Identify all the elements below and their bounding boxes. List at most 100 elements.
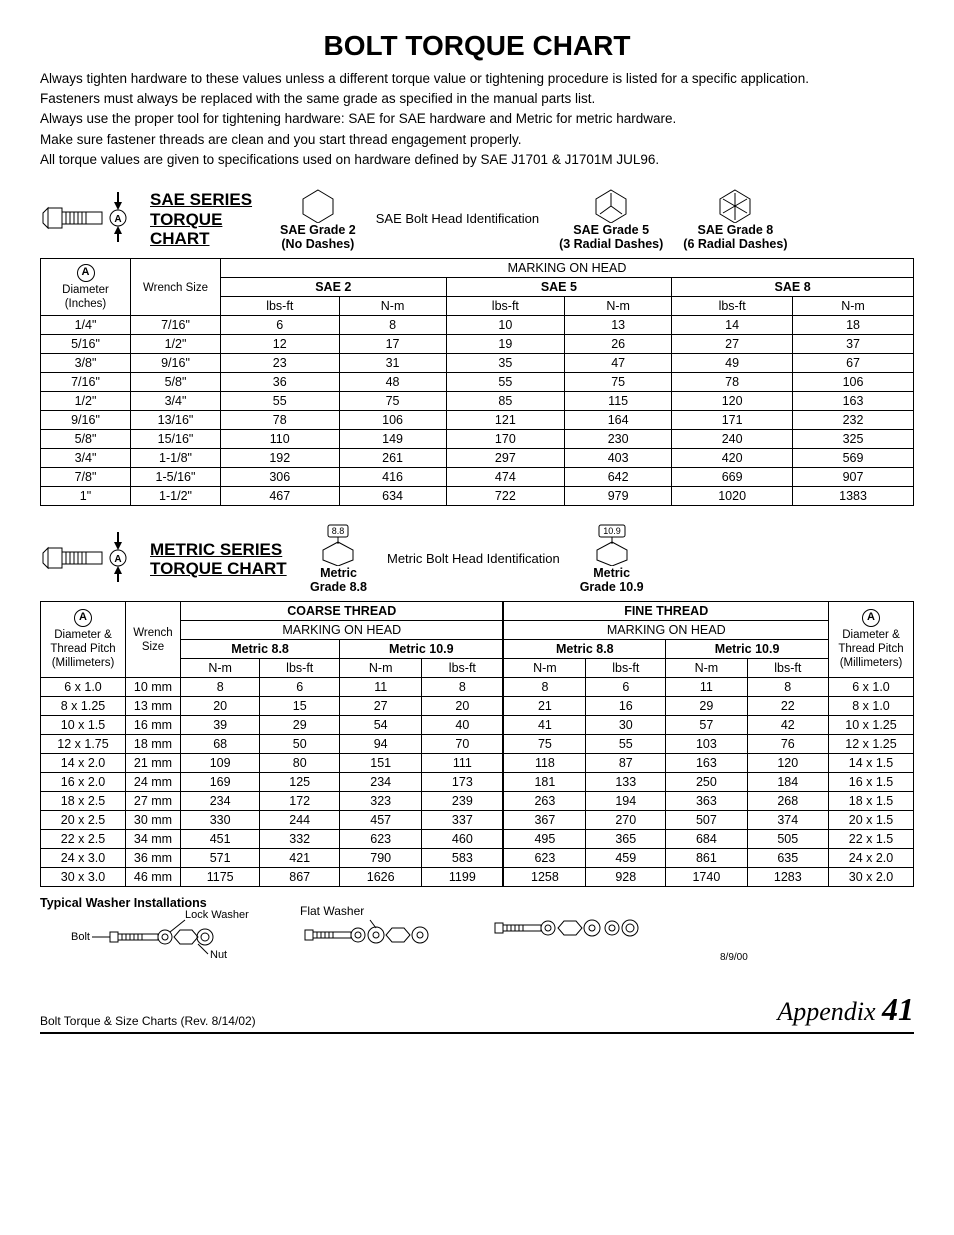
cell: 55 — [221, 391, 340, 410]
cell: 11 — [340, 677, 422, 696]
cell: 23 — [221, 353, 340, 372]
cell: 467 — [221, 486, 340, 505]
cell: 10 x 1.25 — [829, 715, 914, 734]
svg-text:A: A — [114, 214, 121, 225]
cell: 13 — [565, 315, 672, 334]
cell: 29 — [666, 696, 747, 715]
cell: 669 — [672, 467, 793, 486]
intro-line: Make sure fastener threads are clean and… — [40, 131, 914, 149]
cell: 120 — [747, 753, 828, 772]
cell: 1199 — [422, 867, 504, 886]
table-row: 5/16"1/2"121719262737 — [41, 334, 914, 353]
cell: 14 x 1.5 — [829, 753, 914, 772]
metric-109-icon: 10.9 Metric Grade 10.9 — [580, 524, 644, 595]
bolt-diagram-icon: A — [40, 530, 130, 588]
cell: 11 — [666, 677, 747, 696]
cell: 1-1/2" — [131, 486, 221, 505]
intro-line: Always use the proper tool for tightenin… — [40, 110, 914, 128]
cell: 27 mm — [126, 791, 181, 810]
cell: 250 — [666, 772, 747, 791]
cell: 17 — [339, 334, 446, 353]
cell: 416 — [339, 467, 446, 486]
sae-header: A SAE SERIES TORQUE CHART SAE Grade 2 (N… — [40, 187, 914, 252]
sae-table: ADiameter(Inches) Wrench Size MARKING ON… — [40, 258, 914, 506]
col-wrench: Wrench Size — [143, 282, 208, 294]
cell: 8 x 1.0 — [829, 696, 914, 715]
cell: 363 — [666, 791, 747, 810]
washer-diagram-2-icon — [300, 918, 460, 953]
a-badge-icon: A — [74, 609, 92, 627]
cell: 928 — [586, 867, 666, 886]
cell: 55 — [586, 734, 666, 753]
col-diameter: Diameter &Thread Pitch(Millimeters) — [50, 629, 115, 669]
cell: 181 — [503, 772, 585, 791]
table-row: 24 x 3.036 mm57142179058362345986163524 … — [41, 848, 914, 867]
cell: 13 mm — [126, 696, 181, 715]
cell: 29 — [260, 715, 340, 734]
cell: 459 — [586, 848, 666, 867]
cell: 46 mm — [126, 867, 181, 886]
cell: 634 — [339, 486, 446, 505]
cell: 5/8" — [41, 429, 131, 448]
cell: 30 x 3.0 — [41, 867, 126, 886]
cell: 7/16" — [41, 372, 131, 391]
washer-block: Typical Washer Installations Bolt Lock W… — [40, 897, 914, 964]
sae-head-id-label: SAE Bolt Head Identification — [376, 212, 539, 227]
cell: 20 — [422, 696, 504, 715]
table-row: 30 x 3.046 mm117586716261199125892817401… — [41, 867, 914, 886]
cell: 623 — [503, 848, 585, 867]
cell: 75 — [339, 391, 446, 410]
cell: 15 — [260, 696, 340, 715]
cell: 20 x 2.5 — [41, 810, 126, 829]
cell: 330 — [181, 810, 260, 829]
cell: 163 — [793, 391, 914, 410]
cell: 337 — [422, 810, 504, 829]
cell: 27 — [672, 334, 793, 353]
cell: 48 — [339, 372, 446, 391]
cell: 24 x 2.0 — [829, 848, 914, 867]
cell: 36 mm — [126, 848, 181, 867]
table-row: 1"1-1/2"46763472297910201383 — [41, 486, 914, 505]
sae8-hdr: SAE 8 — [672, 277, 914, 296]
unit: N-m — [503, 658, 585, 677]
cell: 374 — [747, 810, 828, 829]
cell: 1/2" — [41, 391, 131, 410]
unit: N-m — [181, 658, 260, 677]
cell: 75 — [503, 734, 585, 753]
flat-washer-label: Flat Washer — [300, 904, 460, 918]
cell: 1-1/8" — [131, 448, 221, 467]
washer-date: 8/9/00 — [720, 952, 748, 963]
svg-text:Lock Washer: Lock Washer — [185, 910, 249, 921]
table-row: 10 x 1.516 mm392954404130574210 x 1.25 — [41, 715, 914, 734]
table-row: 6 x 1.010 mm86118861186 x 1.0 — [41, 677, 914, 696]
cell: 20 — [181, 696, 260, 715]
cell: 22 — [747, 696, 828, 715]
cell: 14 x 2.0 — [41, 753, 126, 772]
cell: 172 — [260, 791, 340, 810]
cell: 507 — [666, 810, 747, 829]
cell: 170 — [446, 429, 565, 448]
unit: lbs-ft — [260, 658, 340, 677]
cell: 163 — [666, 753, 747, 772]
cell: 583 — [422, 848, 504, 867]
cell: 22 x 2.5 — [41, 829, 126, 848]
grade-sub: Grade 8.8 — [310, 580, 367, 594]
cell: 571 — [181, 848, 260, 867]
cell: 18 x 2.5 — [41, 791, 126, 810]
cell: 457 — [340, 810, 422, 829]
cell: 1-5/16" — [131, 467, 221, 486]
unit: N-m — [340, 658, 422, 677]
cell: 1" — [41, 486, 131, 505]
cell: 24 x 3.0 — [41, 848, 126, 867]
m88-hdr: Metric 8.8 — [181, 639, 340, 658]
grade-label: SAE Grade 5 — [559, 223, 663, 237]
cell: 8 — [181, 677, 260, 696]
col-diameter: Diameter(Inches) — [62, 284, 109, 310]
cell: 94 — [340, 734, 422, 753]
appendix-num: 41 — [882, 991, 914, 1027]
cell: 623 — [340, 829, 422, 848]
cell: 3/4" — [131, 391, 221, 410]
cell: 7/8" — [41, 467, 131, 486]
cell: 505 — [747, 829, 828, 848]
cell: 263 — [503, 791, 585, 810]
